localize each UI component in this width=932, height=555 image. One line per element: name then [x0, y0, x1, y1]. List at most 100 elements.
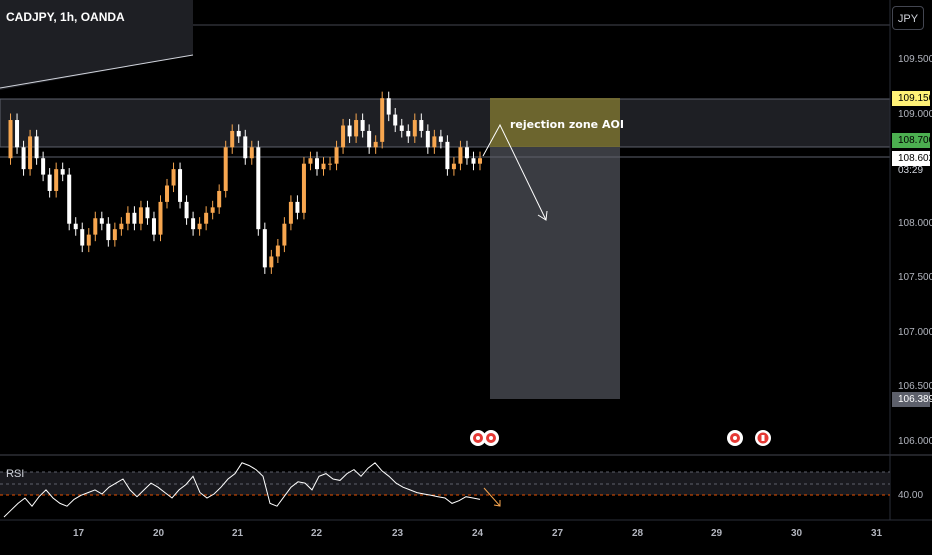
zone-bottom-price-tag: 108.700 — [892, 133, 932, 148]
flag-icon[interactable] — [727, 430, 743, 446]
candle-body — [93, 218, 98, 235]
candle-body — [158, 201, 163, 235]
candle-body — [223, 147, 228, 191]
candle-body — [308, 158, 313, 164]
flag-icon[interactable] — [483, 430, 499, 446]
time-tick-label: 21 — [232, 528, 244, 539]
bar-countdown: 03:29 — [898, 165, 924, 176]
time-tick-label: 17 — [73, 528, 85, 539]
candle-body — [8, 120, 13, 159]
candle-body — [445, 141, 450, 170]
candle-body — [380, 98, 385, 142]
candle-body — [301, 163, 306, 213]
candle-body — [60, 169, 65, 175]
candle-body — [191, 218, 196, 230]
rejection-zone-box[interactable] — [490, 98, 620, 147]
price-tick-label: 107.000 — [898, 326, 932, 338]
candle-body — [47, 174, 52, 191]
candle-body — [269, 256, 274, 268]
candle-body — [125, 212, 130, 224]
candle-body — [21, 147, 26, 170]
candle-body — [471, 158, 476, 164]
target-price-tag: 106.389 — [892, 392, 932, 407]
candle-body — [99, 218, 104, 224]
arrow-head — [537, 210, 548, 221]
candle-body — [262, 229, 267, 268]
candle-body — [230, 130, 235, 148]
trend-line[interactable] — [0, 54, 194, 89]
candle-body — [106, 223, 111, 241]
candle-body — [112, 229, 117, 241]
time-tick-label: 29 — [711, 528, 723, 539]
candle-body — [28, 136, 33, 170]
candle-body — [119, 223, 124, 230]
candle-body — [151, 218, 156, 235]
candle-body — [347, 125, 352, 137]
candle-body — [184, 201, 189, 219]
candle-body — [360, 120, 365, 131]
rsi-line — [3, 462, 481, 518]
candle-body — [67, 174, 72, 224]
time-tick-label: 24 — [472, 528, 484, 539]
candle-body — [249, 147, 254, 159]
candle-body — [138, 207, 143, 224]
candle-body — [451, 163, 456, 170]
candle-body — [132, 212, 137, 224]
candle-body — [425, 130, 430, 148]
candle-body — [393, 114, 398, 126]
time-tick-label: 20 — [153, 528, 165, 539]
candle-body — [386, 98, 391, 115]
price-tick-label: 109.000 — [898, 108, 932, 120]
candle-body — [15, 120, 20, 148]
flag-icon[interactable] — [470, 430, 486, 446]
candle-body — [321, 163, 326, 170]
candle-body — [145, 207, 150, 219]
currency-button[interactable]: JPY — [892, 6, 924, 30]
candle-body — [432, 136, 437, 148]
candle-body — [314, 158, 319, 170]
candle-body — [334, 147, 339, 164]
rsi-level-label: 40.00 — [898, 490, 924, 501]
candle-body — [236, 130, 241, 137]
zone-top-price-tag: 109.150 — [892, 91, 932, 106]
candle-body — [419, 120, 424, 131]
candle-body — [354, 120, 359, 137]
time-tick-label: 22 — [311, 528, 323, 539]
candle-body — [282, 223, 287, 246]
rsi-arrow[interactable] — [483, 487, 501, 507]
canada-flag-icon[interactable] — [755, 430, 771, 446]
candle-body — [217, 190, 222, 208]
candle-body — [458, 147, 463, 164]
header-shade — [0, 0, 193, 90]
annotation-text[interactable]: rejection zone AOI — [510, 118, 624, 131]
candle-body — [412, 120, 417, 137]
time-tick-label: 28 — [632, 528, 644, 539]
candle-body — [328, 163, 333, 165]
candle-body — [178, 169, 183, 202]
candle-body — [288, 201, 293, 224]
price-tick-label: 109.500 — [898, 54, 932, 65]
price-tick-label: 107.500 — [898, 272, 932, 284]
time-tick-label: 23 — [392, 528, 404, 539]
time-tick-label: 31 — [871, 528, 883, 539]
price-tick-label: 106.500 — [898, 381, 932, 393]
rsi-label[interactable]: RSI — [6, 468, 25, 480]
time-tick-label: 30 — [791, 528, 803, 539]
last-price-tag: 108.602 — [892, 151, 932, 166]
candle-body — [438, 136, 443, 142]
candle-body — [399, 125, 404, 131]
projection-arrow[interactable] — [482, 123, 547, 221]
candle-body — [256, 147, 261, 230]
symbol-title[interactable]: CADJPY, 1h, OANDA — [6, 10, 125, 24]
price-tick-label: 106.000 — [898, 436, 932, 447]
candle-body — [73, 223, 78, 230]
price-tick-label: 108.000 — [898, 217, 932, 229]
resistance-zone[interactable] — [0, 98, 891, 148]
target-box[interactable] — [490, 147, 620, 399]
rsi-arrow-head — [493, 500, 501, 507]
candle-body — [80, 229, 85, 246]
candle-body — [406, 130, 411, 137]
candle-body — [197, 223, 202, 230]
